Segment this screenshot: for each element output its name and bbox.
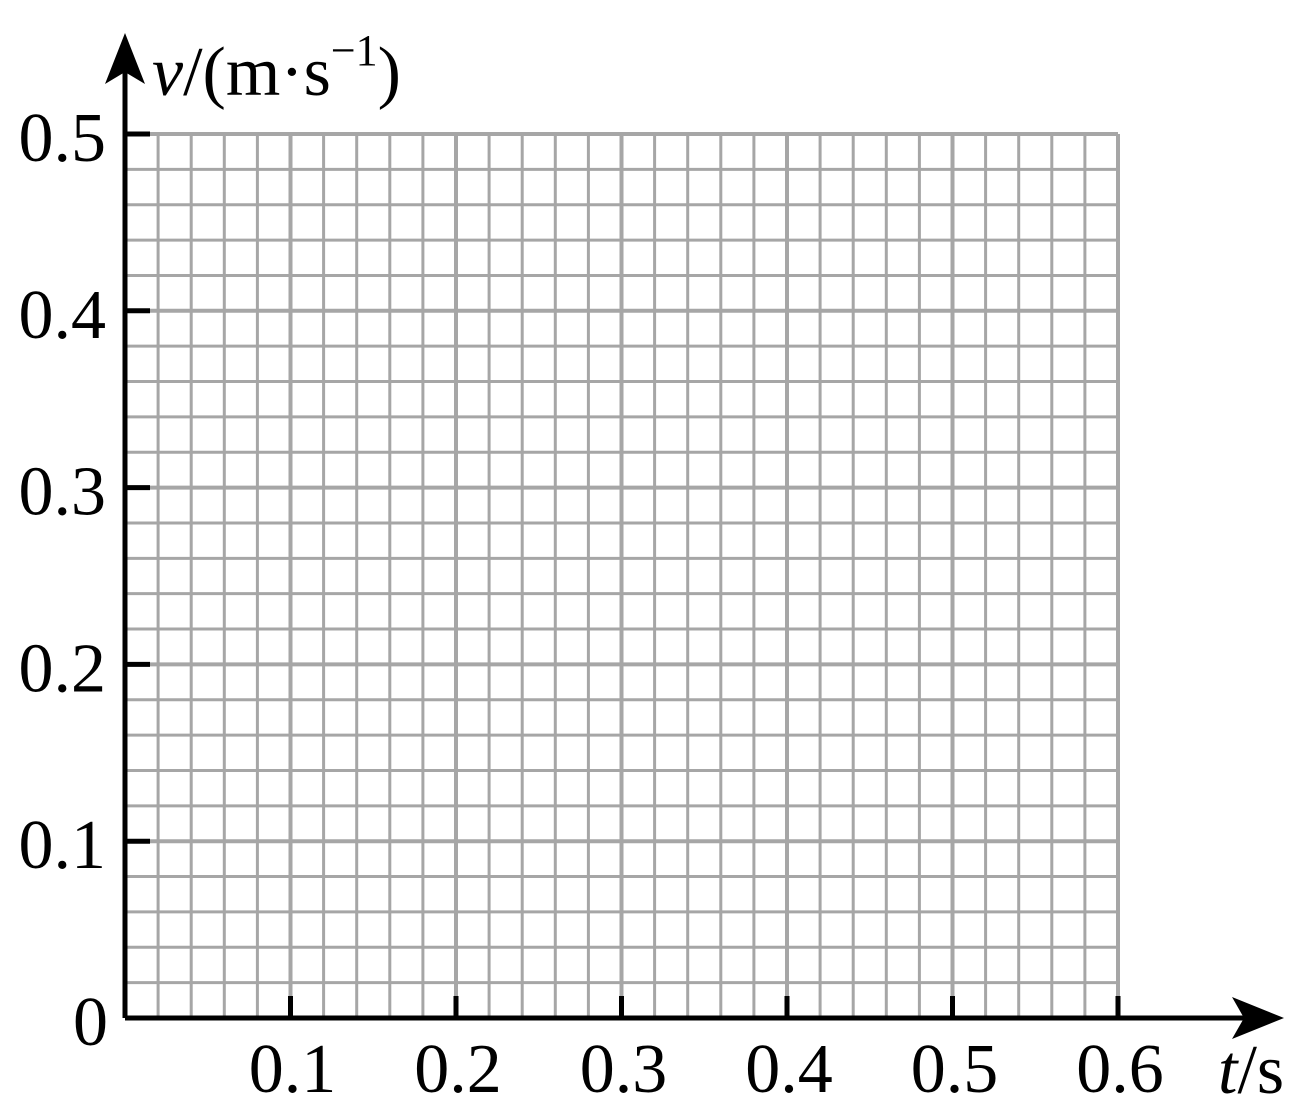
x-axis-unit: /s xyxy=(1237,1032,1284,1105)
y-tick-label: 0.3 xyxy=(19,454,107,531)
x-tick-label: 0.6 xyxy=(1076,1031,1164,1105)
grid-layer xyxy=(125,132,1120,1018)
labels-layer: v/(m·s−1) t/s xyxy=(152,26,1284,1105)
axes-layer xyxy=(105,33,1284,1039)
y-tick-label: 0.4 xyxy=(19,277,107,354)
y-tick-label: 0.5 xyxy=(19,100,107,177)
y-axis-unit-prefix: /(m·s xyxy=(183,34,331,111)
y-axis-unit-suffix: ) xyxy=(378,34,401,111)
x-axis-label: t/s xyxy=(1218,1032,1284,1105)
y-axis-label: v/(m·s−1) xyxy=(152,26,401,111)
x-tick-label: 0.3 xyxy=(580,1031,668,1105)
y-tick-label: 0.2 xyxy=(19,630,107,707)
x-tick-label: 0.4 xyxy=(745,1031,833,1105)
y-axis-symbol: v xyxy=(152,34,184,111)
x-axis-arrowhead xyxy=(1232,997,1284,1039)
x-tick-label: 0.2 xyxy=(414,1031,502,1105)
ticks-layer: 0.1 0.2 0.3 0.4 0.5 0.6 0 0.1 0.2 0.3 0.4 0.5 xyxy=(19,100,1164,1105)
y-axis-arrowhead xyxy=(105,33,145,84)
x-axis-symbol: t xyxy=(1218,1032,1239,1105)
y-tick-label: 0.1 xyxy=(19,807,107,884)
x-tick-label: 0.5 xyxy=(911,1031,999,1105)
y-tick-label: 0 xyxy=(73,984,108,1061)
y-axis-unit-exponent: −1 xyxy=(331,26,378,75)
x-tick-label: 0.1 xyxy=(249,1031,337,1105)
